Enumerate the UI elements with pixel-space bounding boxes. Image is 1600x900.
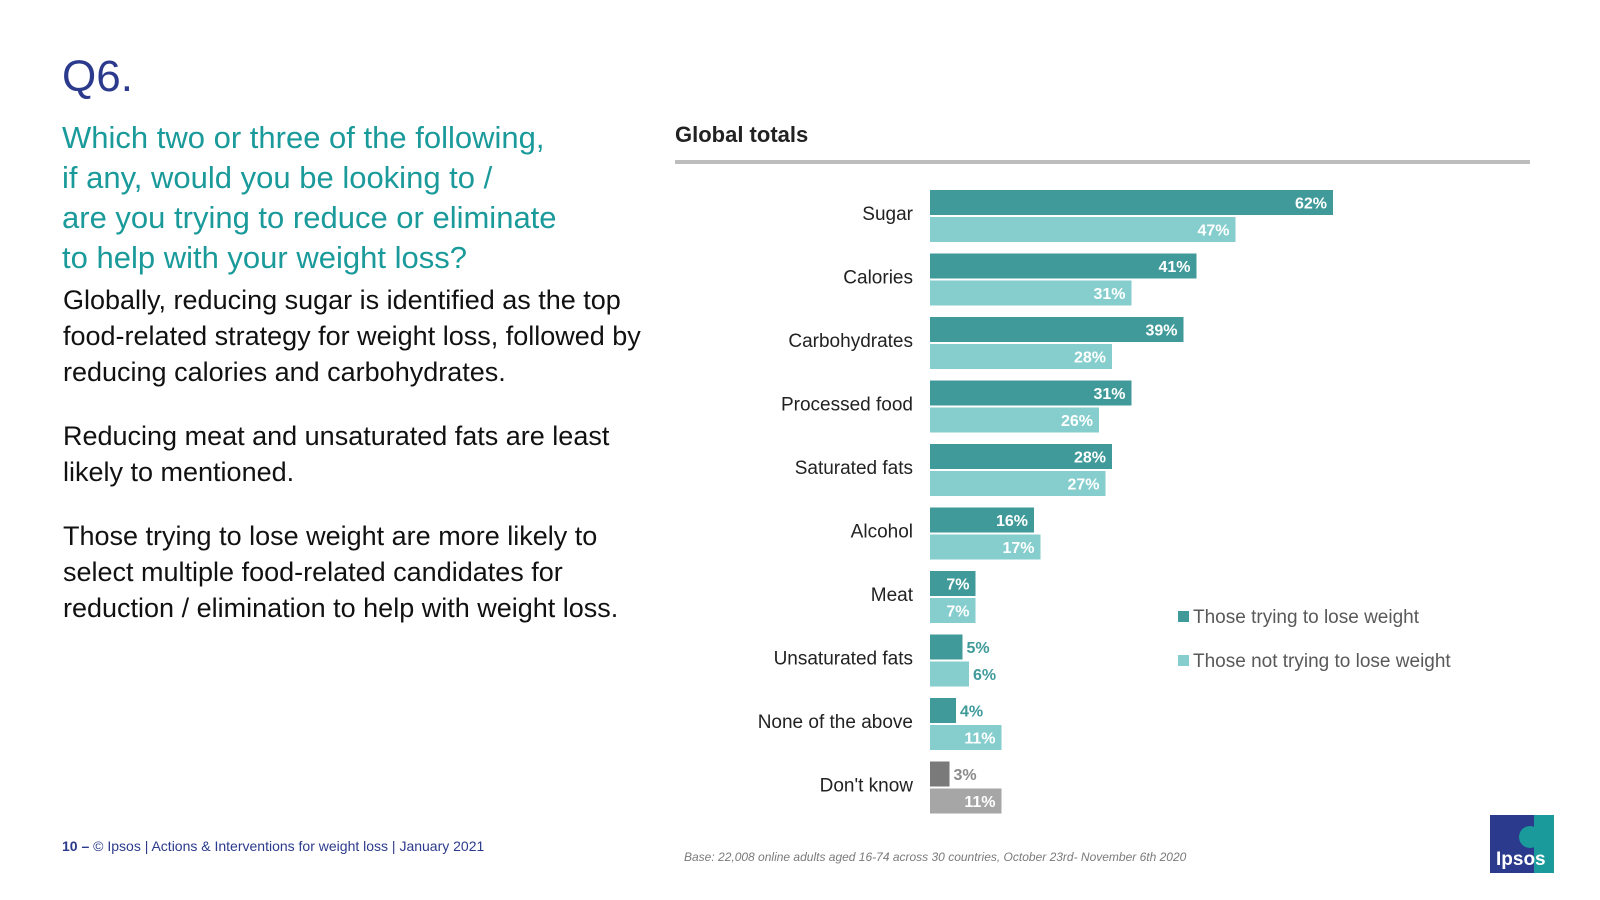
bar-not-trying [930,598,976,623]
footer-dash: – [81,838,90,854]
category-label: Carbohydrates [788,331,913,352]
data-label: 62% [1295,196,1327,213]
ipsos-logo: Ipsos [1490,815,1554,873]
category-label: Meat [871,585,914,606]
bar-trying [930,444,1112,469]
bar-not-trying [930,217,1236,242]
base-note: Base: 22,008 online adults aged 16-74 ac… [684,850,1187,864]
data-label: 6% [973,667,996,684]
category-label: Calories [843,268,913,289]
bar-trying [930,698,956,723]
bar-trying [930,761,950,787]
bar-trying [930,634,963,660]
question-line: if any, would you be looking to / [62,160,493,195]
data-label: 27% [1067,477,1099,494]
data-label: 26% [1061,413,1093,430]
question-line: to help with your weight loss? [62,240,467,275]
category-label: Unsaturated fats [774,649,913,670]
question-line: Which two or three of the following, [62,120,545,155]
bar-trying [930,380,1132,406]
data-label: 28% [1074,350,1106,367]
question-number: Q6. [62,52,133,101]
bar-trying [930,253,1197,279]
bar-not-trying [930,661,969,687]
bar-trying [930,190,1333,215]
summary-text: Globally, reducing sugar is identified a… [63,282,643,654]
legend-swatch [1178,611,1189,622]
bar-chart: Sugar 62% 47% Calories 41% 31% Carbohydrates 39… [758,190,1451,814]
bar-trying [930,507,1034,533]
bar-not-trying [930,725,1002,750]
bar-not-trying [930,788,1002,814]
data-label: 11% [964,731,995,748]
title-divider [675,160,1530,164]
category-label: Saturated fats [795,458,913,479]
footer: 10 – © Ipsos | Actions & Interventions f… [62,838,484,854]
bar-not-trying [930,407,1099,433]
category-label: Don't know [820,776,914,797]
legend-swatch [1178,655,1189,666]
category-label: Processed food [781,395,913,416]
page-number: 10 [62,838,78,854]
footer-text: © Ipsos | Actions & Interventions for we… [93,838,485,854]
bar-not-trying [930,471,1106,496]
data-label: 41% [1158,259,1190,276]
summary-paragraph: Reducing meat and unsaturated fats are l… [63,421,610,487]
data-label: 17% [1002,540,1034,557]
legend-label: Those trying to lose weight [1193,607,1420,628]
summary-paragraph: Those trying to lose weight are more lik… [63,521,619,623]
data-label: 16% [996,513,1028,530]
bar-not-trying [930,534,1041,560]
data-label: 28% [1074,450,1106,467]
category-label: Alcohol [851,522,913,543]
data-label: 31% [1093,386,1125,403]
data-label: 31% [1093,286,1125,303]
chart-title: Global totals [675,122,809,147]
legend-label: Those not trying to lose weight [1193,651,1451,672]
data-label: 5% [967,640,990,657]
category-label: Sugar [862,204,913,225]
logo-text: Ipsos [1496,849,1546,870]
data-label: 47% [1197,223,1229,240]
question-line: are you trying to reduce or eliminate [62,200,557,235]
category-label: None of the above [758,712,913,733]
bar-not-trying [930,344,1112,369]
question-text: Which two or three of the following, if … [62,118,622,278]
bar-not-trying [930,280,1132,306]
data-label: 4% [960,704,983,721]
summary-paragraph: Globally, reducing sugar is identified a… [63,285,641,387]
data-label: 7% [946,577,969,594]
data-label: 7% [946,604,969,621]
bar-trying [930,317,1184,342]
bar-trying [930,571,976,596]
data-label: 3% [954,767,977,784]
data-label: 11% [964,794,995,811]
data-label: 39% [1145,323,1177,340]
